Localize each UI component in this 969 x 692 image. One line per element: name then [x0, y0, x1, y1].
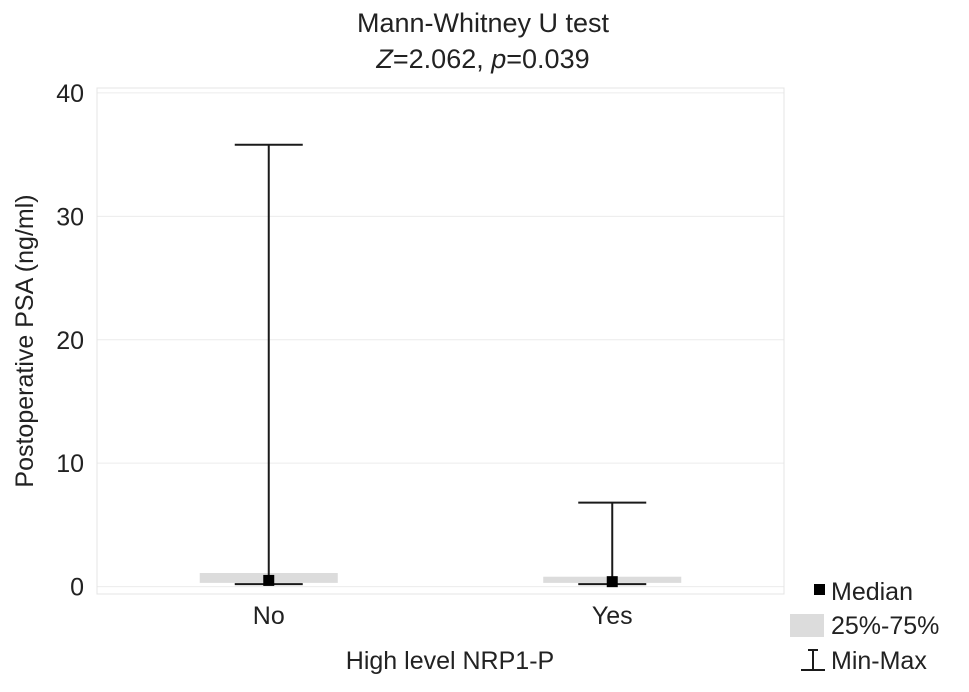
y-tick-label-0: 0 [70, 574, 84, 602]
legend-iqr-label: 25%-75% [831, 612, 939, 640]
box-plot-marks [199, 143, 682, 588]
legend-range-swatch [801, 649, 825, 671]
legend-iqr-swatch [790, 614, 824, 637]
z-value: =2.062, [393, 44, 491, 74]
y-axis-label: Postoperative PSA (ng/ml) [11, 194, 39, 487]
y-tick-label-40: 40 [56, 80, 84, 108]
y-tick-label-10: 10 [56, 450, 84, 478]
plot-frame [96, 87, 785, 595]
x-tick-label-yes: Yes [592, 602, 633, 630]
legend-range-label: Min-Max [831, 647, 927, 675]
median-marker-no [263, 574, 275, 586]
x-axis-label: High level NRP1-P [346, 647, 554, 675]
p-symbol: p [490, 44, 506, 74]
y-tick-label-30: 30 [56, 203, 84, 231]
chart-title-line-2: Z=2.062, p=0.039 [375, 44, 589, 74]
legend-median-label: Median [831, 578, 913, 606]
legend-median-swatch [814, 584, 825, 595]
z-symbol: Z [375, 44, 394, 74]
y-tick-label-20: 20 [56, 327, 84, 355]
x-tick-labels: No Yes [253, 602, 633, 630]
grid-lines [97, 92, 784, 588]
y-tick-labels: 0 10 20 30 40 [56, 80, 84, 602]
p-value: =0.039 [506, 44, 589, 74]
x-tick-label-no: No [253, 602, 285, 630]
chart-title-line-1: Mann-Whitney U test [357, 8, 610, 38]
median-marker-yes [606, 576, 618, 588]
legend: Median 25%-75% Min-Max [790, 578, 939, 675]
